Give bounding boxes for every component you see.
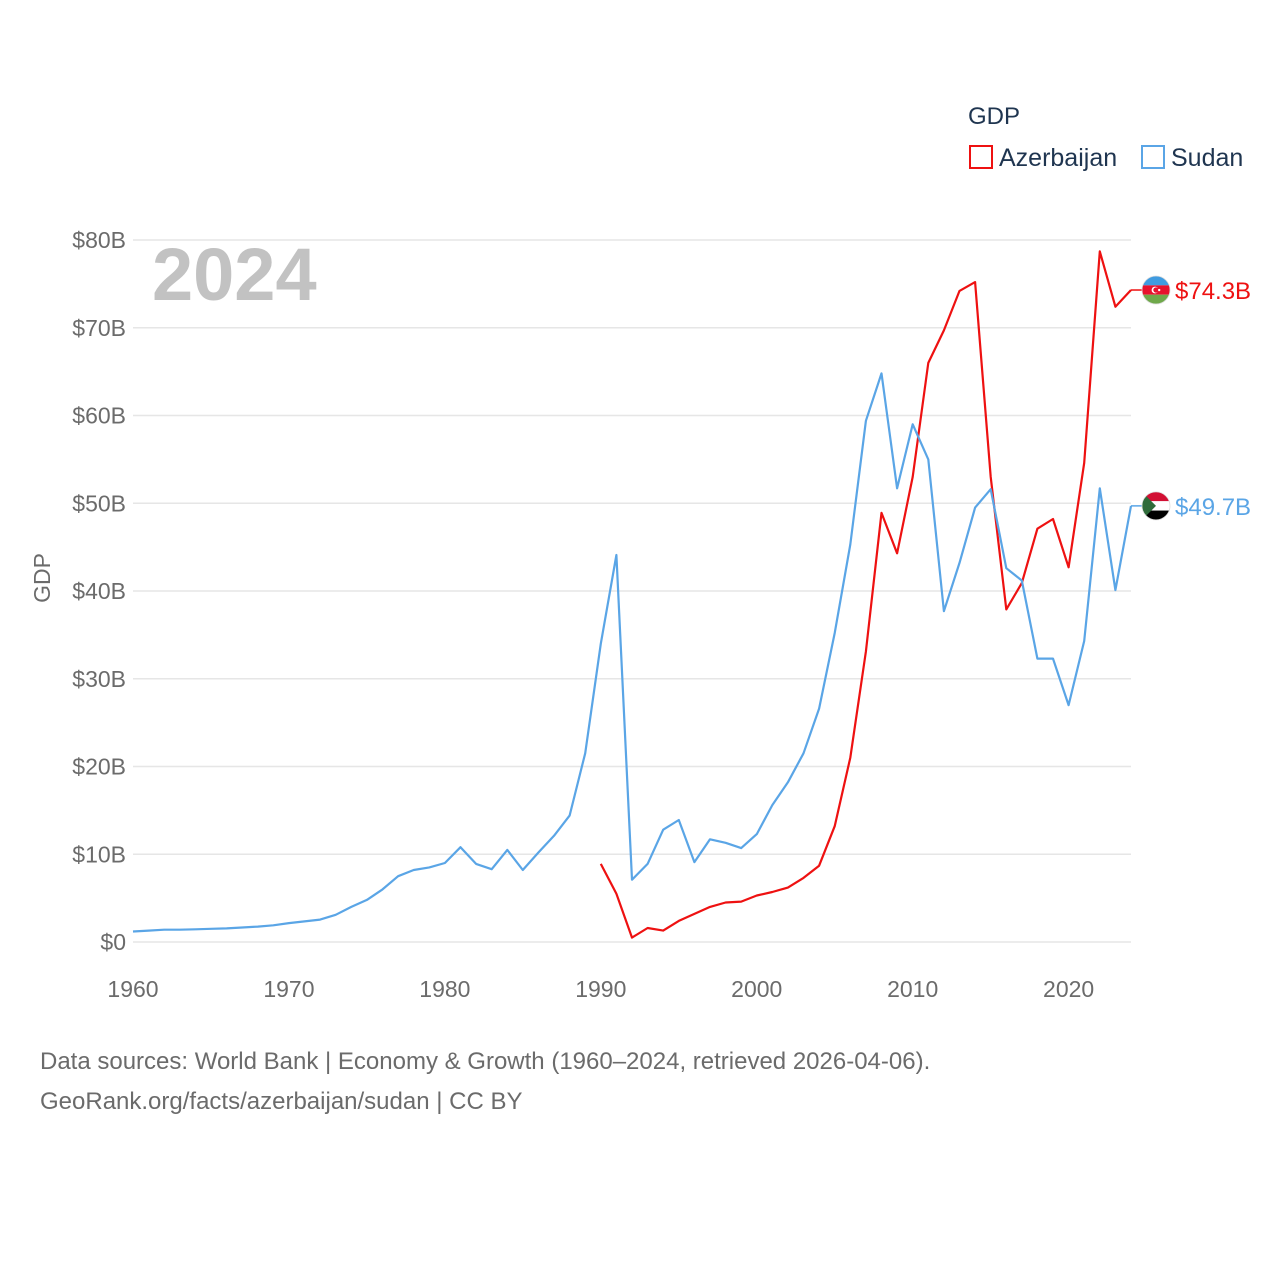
x-tick-label: 1970 [263, 976, 314, 1002]
end-value-sudan: $49.7B [1175, 494, 1251, 521]
y-axis-label: GDP [29, 553, 55, 603]
x-tick-label: 2020 [1043, 976, 1094, 1002]
y-tick-label: $70B [72, 315, 126, 341]
x-axis-ticks: 1960 1970 1980 1990 2000 2010 2020 [107, 976, 1094, 1002]
y-tick-label: $0 [100, 929, 126, 955]
x-tick-label: 1960 [107, 976, 158, 1002]
y-tick-label: $10B [72, 841, 126, 867]
series-lines [132, 250, 1133, 939]
x-tick-label: 2000 [731, 976, 782, 1002]
source-line-1: Data sources: World Bank | Economy & Gro… [40, 1048, 931, 1075]
end-value-azerbaijan: $74.3B [1175, 278, 1251, 305]
x-tick-label: 1980 [419, 976, 470, 1002]
source-note: Data sources: World Bank | Economy & Gro… [40, 1042, 930, 1122]
y-tick-label: $20B [72, 754, 126, 780]
legend: GDP Azerbaijan Sudan [968, 103, 1243, 172]
legend-title: GDP [968, 103, 1020, 130]
y-tick-label: $30B [72, 666, 126, 692]
azerbaijan-flag-icon [1141, 275, 1171, 305]
series-end-markers: $74.3B $49.7B [1131, 275, 1251, 521]
legend-label-sudan[interactable]: Sudan [1171, 144, 1243, 172]
x-tick-label: 2010 [887, 976, 938, 1002]
series-line-azerbaijan[interactable] [599, 250, 1132, 939]
x-tick-label: 1990 [575, 976, 626, 1002]
sudan-flag-icon [1141, 491, 1171, 521]
legend-label-azerbaijan[interactable]: Azerbaijan [999, 144, 1117, 172]
y-tick-label: $60B [72, 403, 126, 429]
source-line-2[interactable]: GeoRank.org/facts/azerbaijan/sudan | CC … [40, 1088, 523, 1115]
legend-swatch-azerbaijan[interactable] [969, 145, 993, 169]
legend-swatch-sudan[interactable] [1141, 145, 1165, 169]
y-tick-label: $50B [72, 490, 126, 516]
year-label: 2024 [152, 233, 317, 316]
y-tick-label: $40B [72, 578, 126, 604]
gdp-line-chart: $0$10B$20B$30B$40B$50B$60B$70B$80B 1960 1… [29, 103, 1251, 1002]
y-tick-label: $80B [72, 227, 126, 253]
series-line-sudan[interactable] [132, 372, 1133, 933]
y-axis-ticks: $0 $10B $20B $30B $40B $50B $60B $70B $80B [72, 227, 126, 955]
gridlines [133, 239, 1131, 943]
